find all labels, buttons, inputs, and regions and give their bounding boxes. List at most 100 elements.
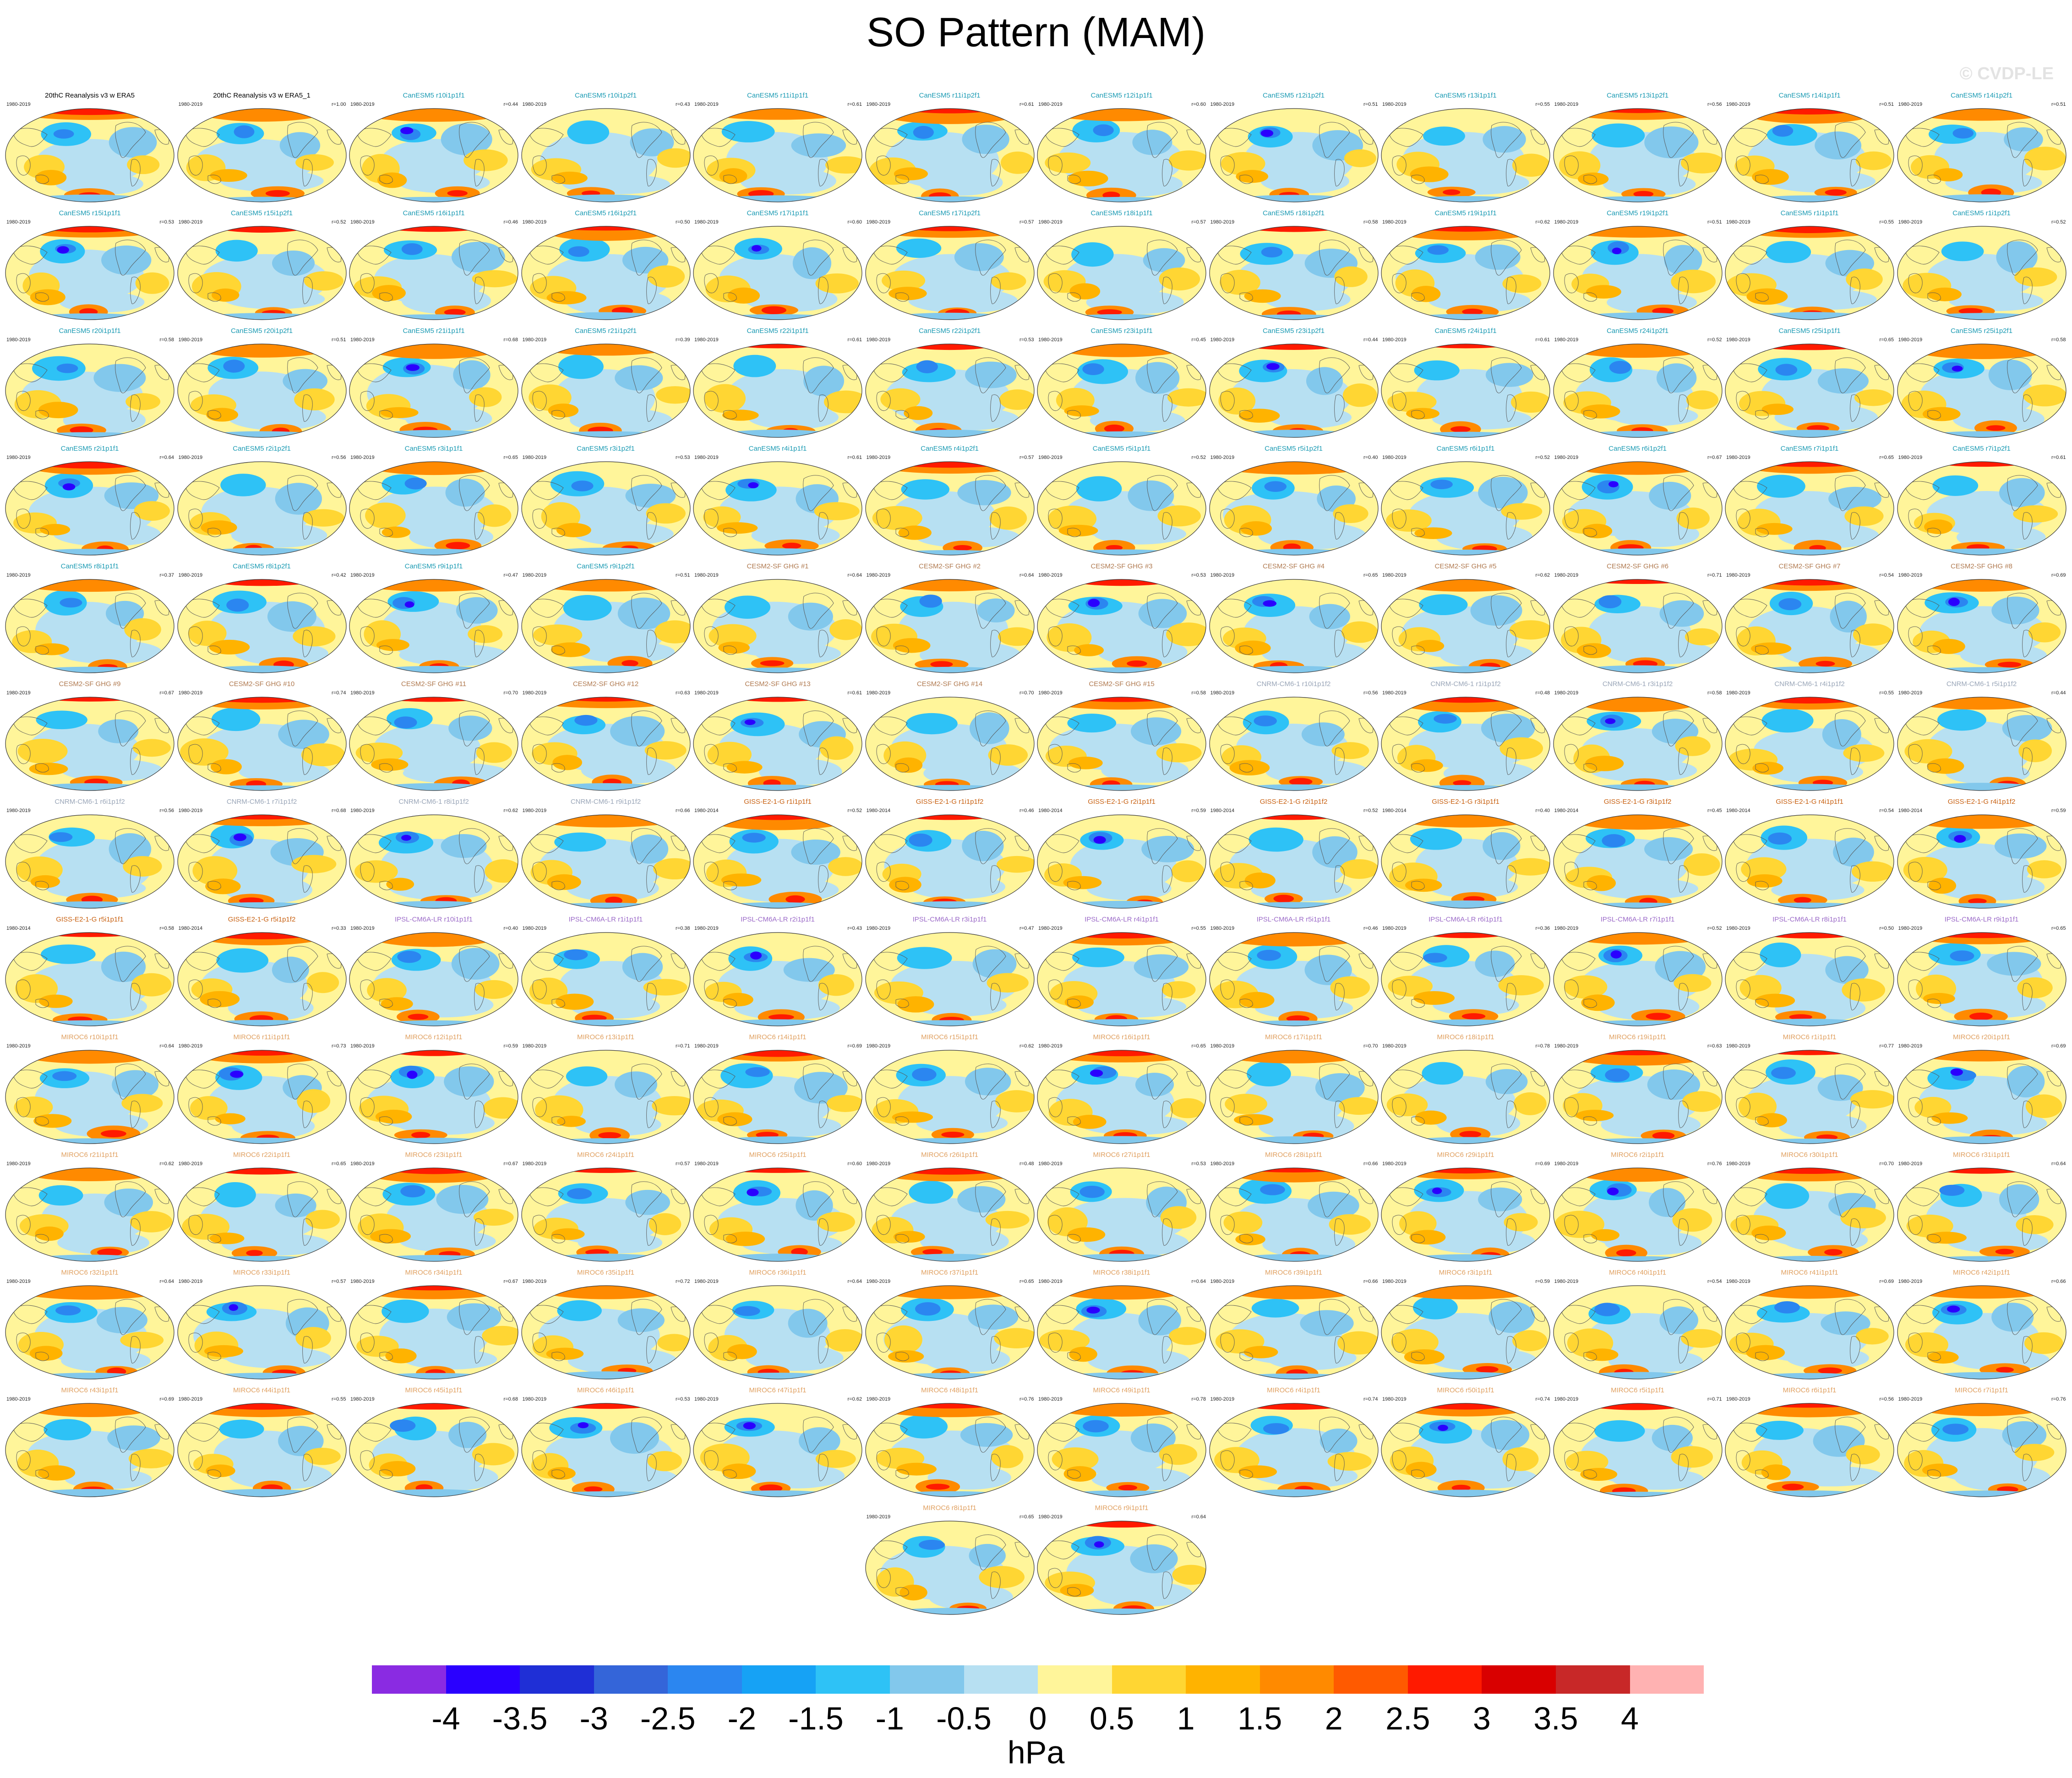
panel-correlation: r=0.53	[1191, 573, 1206, 578]
panel-title: CanESM5 r14i1p2f1	[1950, 92, 2013, 99]
panel-title: CanESM5 r13i1p1f1	[1434, 92, 1497, 99]
globe-map	[1553, 1285, 1723, 1380]
panel-years: 1980-2019	[178, 219, 203, 225]
panel-years: 1980-2019	[1382, 102, 1407, 107]
map-panel: MIROC6 r48i1p1f1 1980-2019 r=0.76	[864, 1386, 1036, 1501]
colorbar-tick-label: -4	[431, 1701, 460, 1736]
map-panel: CESM2-SF GHG #12 1980-2019 r=0.63	[520, 680, 692, 795]
map-panel: CanESM5 r13i1p2f1 1980-2019 r=0.56	[1552, 92, 1724, 206]
panel-title: MIROC6 r15i1p1f1	[921, 1033, 979, 1041]
globe-map	[349, 1285, 518, 1380]
globe-map	[177, 461, 347, 556]
panel-title: MIROC6 r30i1p1f1	[1781, 1151, 1838, 1159]
panel-title: CanESM5 r12i1p1f1	[1091, 92, 1153, 99]
panel-correlation: r=0.58	[2051, 337, 2066, 343]
panel-title: MIROC6 r4i1p1f1	[1267, 1386, 1320, 1394]
map-panel: MIROC6 r23i1p1f1 1980-2019 r=0.67	[348, 1151, 520, 1265]
panel-years: 1980-2019	[1038, 573, 1063, 578]
globe-map	[1897, 108, 2067, 202]
map-panel: GISS-E2-1-G r1i1p1f2 1980-2014 r=0.46	[864, 798, 1036, 912]
panel-correlation: r=0.67	[503, 1279, 518, 1284]
panel-years: 1980-2019	[1210, 690, 1235, 696]
panel-years: 1980-2019	[1038, 102, 1063, 107]
panel-years: 1980-2019	[1554, 690, 1579, 696]
colorbar-tick-label: 4	[1620, 1701, 1639, 1736]
map-panel: CESM2-SF GHG #3 1980-2019 r=0.53	[1036, 562, 1208, 677]
panel-title: CanESM5 r4i1p2f1	[921, 445, 979, 453]
globe-map	[865, 1167, 1035, 1262]
globe-map	[1897, 1285, 2067, 1380]
panel-title: MIROC6 r46i1p1f1	[577, 1386, 635, 1394]
map-panel: MIROC6 r42i1p1f1 1980-2019 r=0.66	[1896, 1269, 2068, 1383]
panel-correlation: r=0.68	[503, 1396, 518, 1402]
panel-title: MIROC6 r49i1p1f1	[1093, 1386, 1151, 1394]
panel-years: 1980-2019	[1210, 926, 1235, 931]
panel-correlation: r=0.55	[1191, 926, 1206, 931]
map-panel: MIROC6 r25i1p1f1 1980-2019 r=0.60	[692, 1151, 864, 1265]
panel-title: GISS-E2-1-G r2i1p1f2	[1260, 798, 1328, 806]
panel-years: 1980-2019	[1554, 1396, 1579, 1402]
map-panel: CESM2-SF GHG #13 1980-2019 r=0.61	[692, 680, 864, 795]
panel-title: CNRM-CM6-1 r9i1p1f2	[570, 798, 641, 806]
map-panel: MIROC6 r17i1p1f1 1980-2019 r=0.70	[1208, 1033, 1380, 1148]
map-panel: CanESM5 r2i1p2f1 1980-2019 r=0.56	[176, 445, 348, 559]
panel-title: MIROC6 r40i1p1f1	[1609, 1269, 1667, 1276]
panel-years: 1980-2019	[350, 573, 375, 578]
globe-map	[1553, 108, 1723, 202]
colorbar-swatch	[520, 1665, 594, 1694]
panel-years: 1980-2019	[1382, 1043, 1407, 1049]
panel-correlation: r=0.51	[1879, 102, 1894, 107]
map-panel: CNRM-CM6-1 r9i1p1f2 1980-2019 r=0.66	[520, 798, 692, 912]
map-panel: CanESM5 r4i1p1f1 1980-2019 r=0.61	[692, 445, 864, 559]
map-panel: CanESM5 r23i1p2f1 1980-2019 r=0.44	[1208, 327, 1380, 442]
panel-years: 1980-2019	[1382, 926, 1407, 931]
map-panel: MIROC6 r46i1p1f1 1980-2019 r=0.53	[520, 1386, 692, 1501]
globe-map	[177, 1050, 347, 1144]
panel-correlation: r=0.46	[1020, 808, 1034, 813]
panel-years: 1980-2019	[1038, 1161, 1063, 1167]
map-panel: CanESM5 r4i1p2f1 1980-2019 r=0.57	[864, 445, 1036, 559]
panel-correlation: r=0.59	[1191, 808, 1206, 813]
panel-years: 1980-2014	[6, 926, 31, 931]
panel-correlation: r=0.51	[332, 337, 346, 343]
panel-years: 1980-2014	[694, 808, 719, 813]
panel-title: MIROC6 r31i1p1f1	[1952, 1151, 2011, 1159]
globe-map	[521, 1285, 691, 1380]
panel-years: 1980-2019	[1554, 455, 1579, 460]
panel-title: MIROC6 r39i1p1f1	[1265, 1269, 1323, 1276]
panel-correlation: r=0.70	[503, 690, 518, 696]
panel-years: 1980-2019	[866, 102, 891, 107]
map-panel: MIROC6 r3i1p1f1 1980-2019 r=0.59	[1380, 1269, 1552, 1383]
map-panel: CanESM5 r15i1p1f1 1980-2019 r=0.53	[4, 209, 176, 324]
globe-map	[1725, 1050, 1894, 1144]
panel-years: 1980-2019	[1554, 337, 1579, 343]
panel-correlation: r=0.65	[1191, 1043, 1206, 1049]
globe-map	[1553, 932, 1723, 1026]
panel-correlation: r=0.62	[847, 1396, 862, 1402]
panel-correlation: r=0.62	[159, 1161, 174, 1167]
panel-years: 1980-2019	[1554, 1161, 1579, 1167]
globe-map	[1037, 1403, 1206, 1497]
map-panel: CanESM5 r9i1p1f1 1980-2019 r=0.47	[348, 562, 520, 677]
globe-map	[349, 108, 518, 202]
map-panel: CanESM5 r1i1p2f1 1980-2019 r=0.52	[1896, 209, 2068, 324]
map-panel: GISS-E2-1-G r5i1p1f1 1980-2014 r=0.58	[4, 916, 176, 1030]
panel-years: 1980-2014	[1382, 808, 1407, 813]
globe-map	[1381, 226, 1550, 320]
panel-correlation: r=0.65	[1020, 1279, 1034, 1284]
map-panel: CanESM5 r20i1p1f1 1980-2019 r=0.58	[4, 327, 176, 442]
panel-years: 1980-2019	[1898, 1161, 1923, 1167]
globe-map	[349, 1167, 518, 1262]
map-panel: CESM2-SF GHG #15 1980-2019 r=0.58	[1036, 680, 1208, 795]
globe-map	[1897, 226, 2067, 320]
panel-years: 1980-2019	[1726, 455, 1750, 460]
globe-map	[693, 932, 862, 1026]
panel-title: MIROC6 r44i1p1f1	[233, 1386, 291, 1394]
panel-title: IPSL-CM6A-LR r3i1p1f1	[912, 916, 987, 923]
panel-years: 1980-2019	[1210, 573, 1235, 578]
globe-map	[693, 1050, 862, 1144]
map-panel: MIROC6 r47i1p1f1 1980-2019 r=0.62	[692, 1386, 864, 1501]
map-panel: CanESM5 r24i1p1f1 1980-2019 r=0.61	[1380, 327, 1552, 442]
panel-correlation: r=0.58	[159, 337, 174, 343]
panel-correlation: r=0.58	[159, 926, 174, 931]
